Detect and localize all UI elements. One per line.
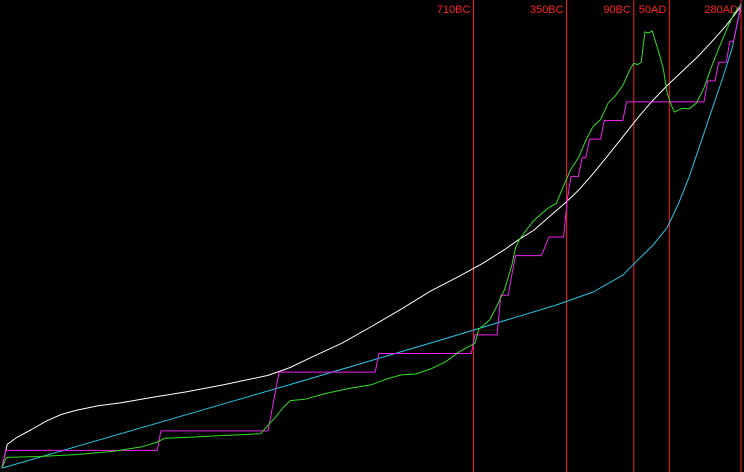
marker-lines: 710BC 350BC 90BC 50AD 280AD: [437, 0, 742, 472]
marker-label-350BC: 350BC: [530, 4, 564, 16]
series-lines: [1, 3, 742, 469]
marker-label-50AD: 50AD: [639, 4, 667, 16]
series-line-0: [1, 5, 742, 468]
marker-label-90BC: 90BC: [603, 4, 631, 16]
marker-label-280AD: 280AD: [704, 4, 738, 16]
marker-label-710BC: 710BC: [437, 4, 471, 16]
series-line-1: [1, 6, 742, 469]
series-line-3: [1, 3, 742, 468]
series-line-2: [1, 3, 742, 468]
